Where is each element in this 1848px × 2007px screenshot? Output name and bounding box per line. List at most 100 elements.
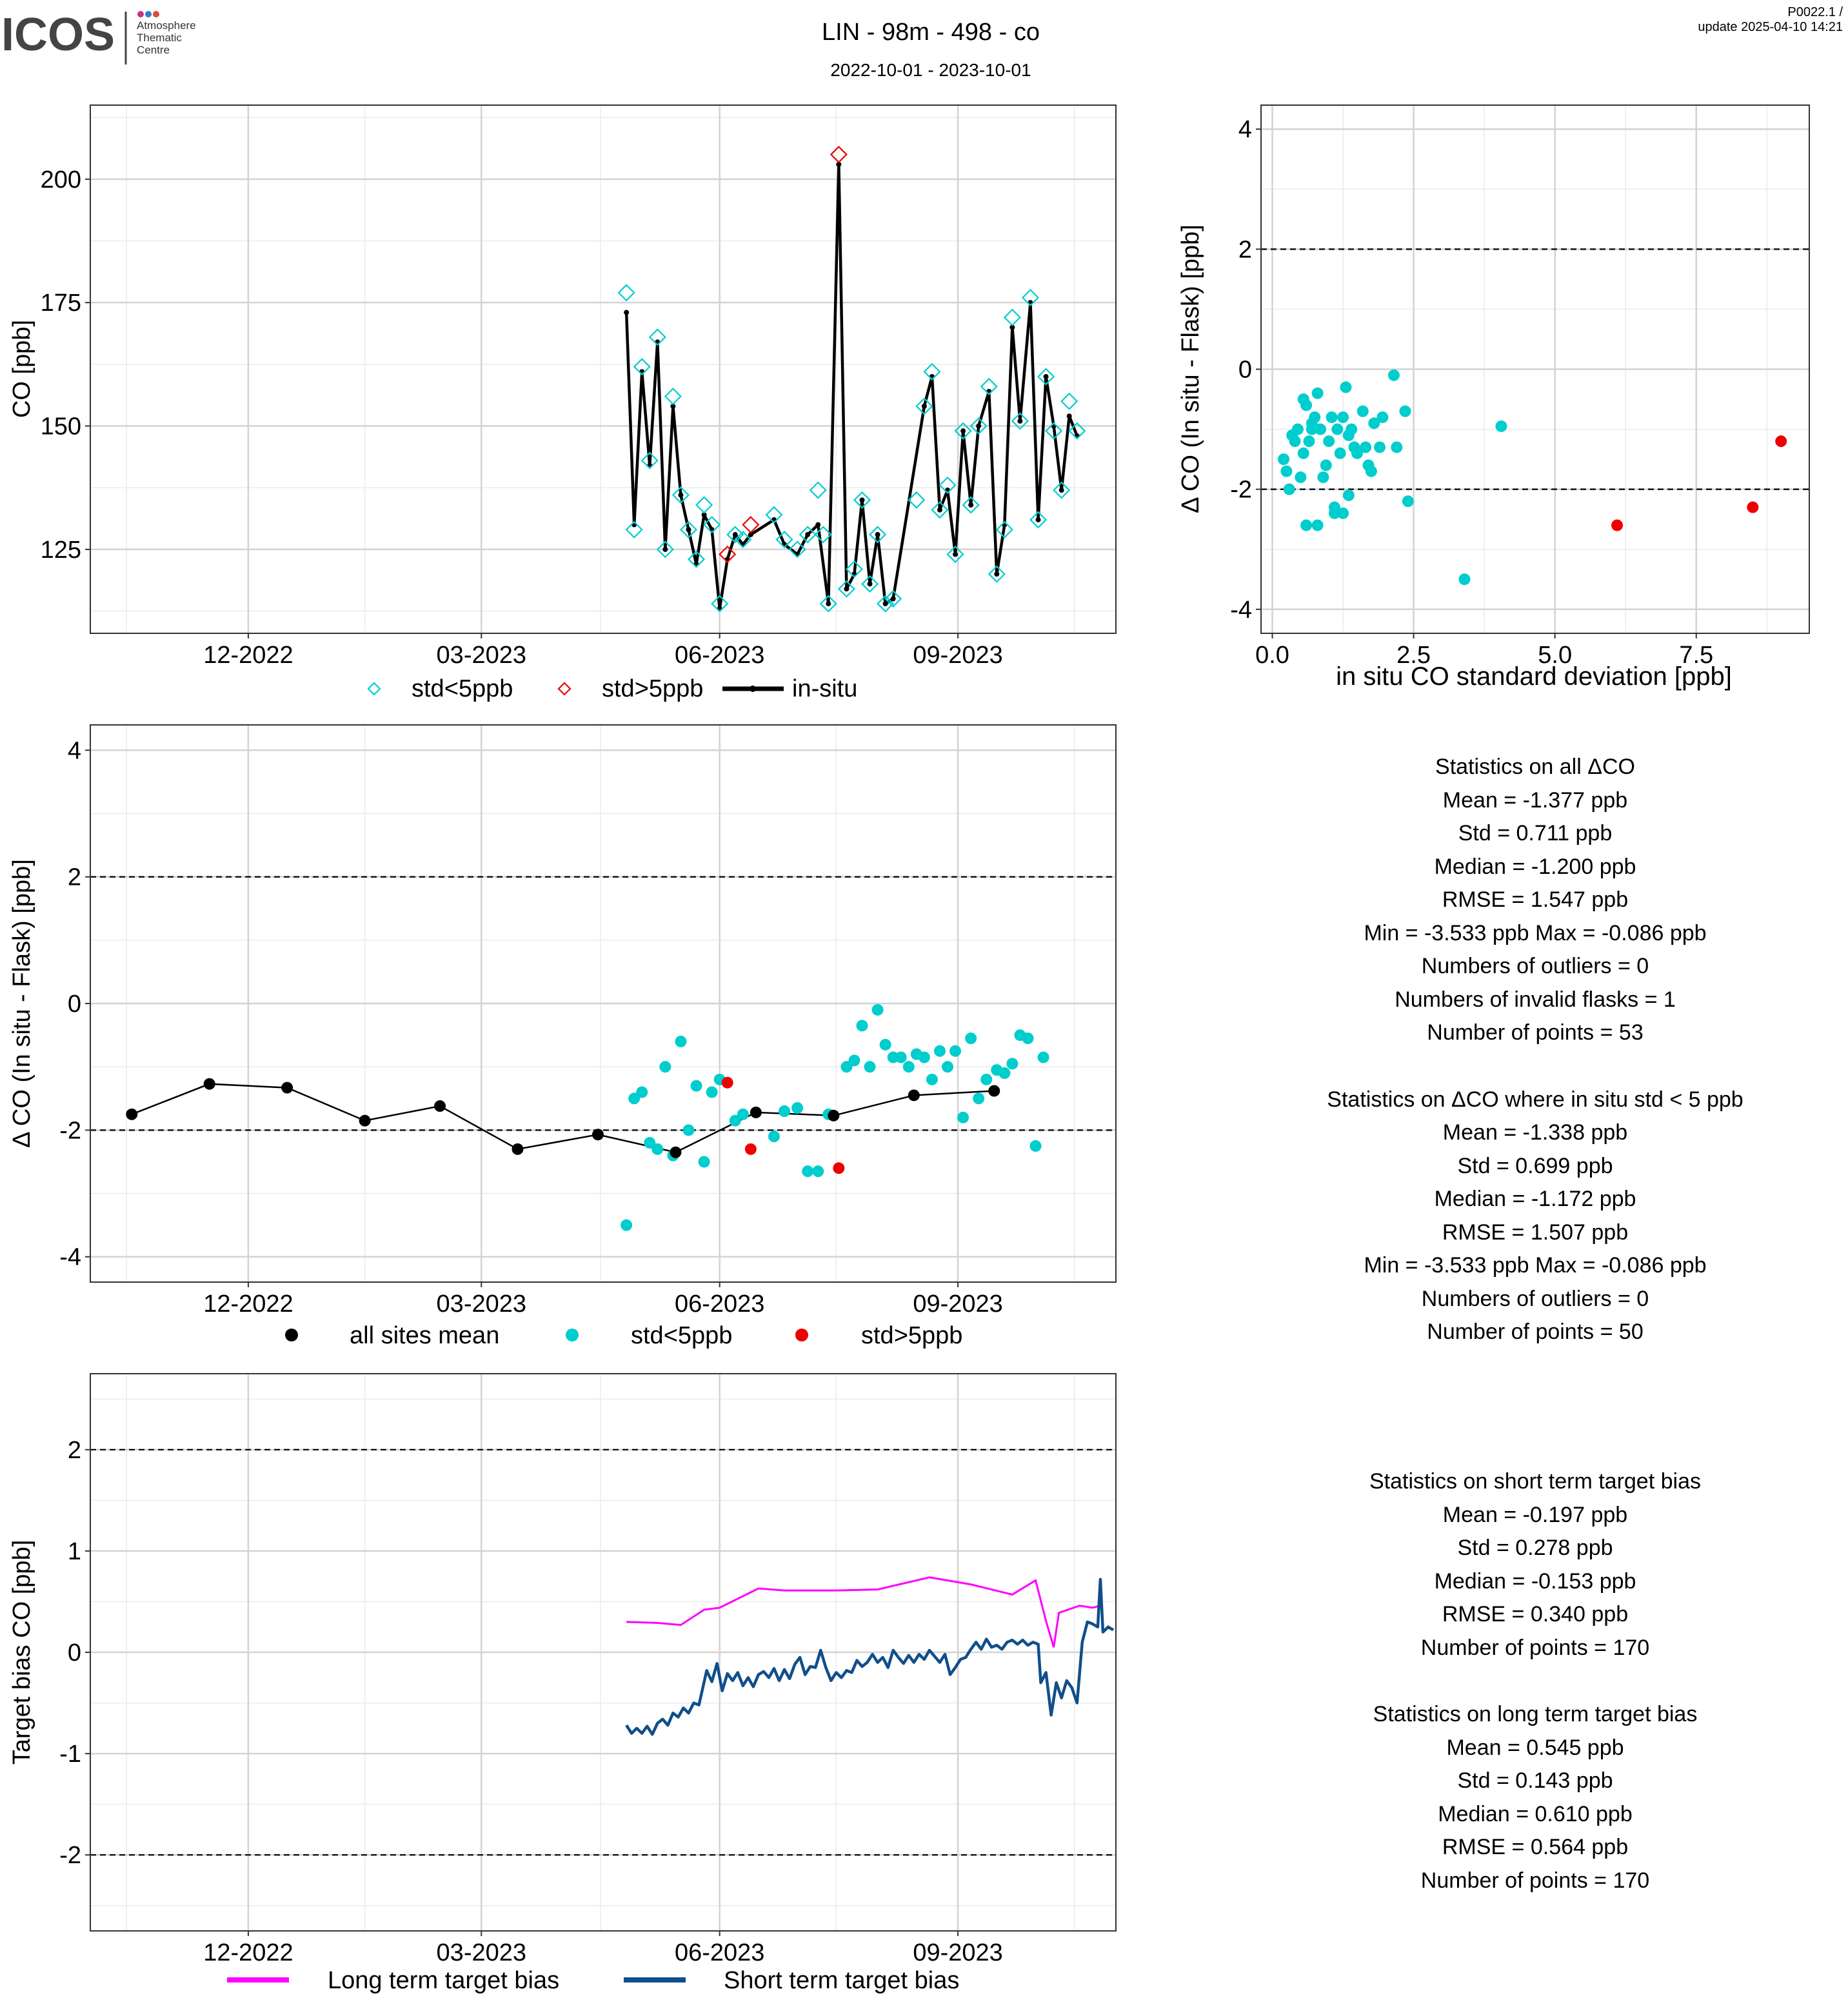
y-tick-label: 2: [1238, 236, 1252, 263]
flask-std-lt5-marker: [853, 491, 871, 509]
flask-std-lt5-marker: [656, 540, 674, 559]
flask-std-lt5-marker: [1068, 422, 1086, 440]
flask-std-lt5-marker: [954, 422, 972, 440]
point-std-lt5: [1346, 423, 1358, 435]
point-std-lt5: [1399, 405, 1411, 417]
point-std-lt5: [933, 1045, 946, 1057]
insitu-point: [624, 310, 630, 315]
flask-std-lt5-marker: [648, 328, 666, 346]
legend-mean-key: [285, 1329, 298, 1341]
all-sites-mean-point: [988, 1085, 1000, 1097]
point-std-lt5: [1342, 489, 1355, 501]
legend-label: std>5ppb: [602, 675, 703, 702]
x-tick-label: 12-2022: [203, 642, 293, 669]
point-std-lt5: [682, 1124, 695, 1136]
x-tick-label: 09-2023: [913, 1939, 1002, 1966]
point-std-lt5: [1300, 519, 1313, 531]
point-std-lt5: [1278, 453, 1290, 466]
flask-std-lt5-marker: [641, 451, 659, 470]
insitu-point: [968, 502, 974, 508]
insitu-point: [937, 507, 942, 513]
point-std-lt5: [949, 1045, 962, 1057]
y-axis-label: Target bias CO [ppb]: [8, 1540, 35, 1765]
long-term-bias-line: [626, 1576, 1101, 1648]
point-std-lt5: [628, 1092, 641, 1105]
flask-std-lt5-marker: [995, 520, 1013, 539]
point-std-lt5: [1317, 471, 1329, 484]
point-std-lt5: [1387, 369, 1400, 381]
flask-std-lt5-marker: [1029, 511, 1048, 529]
flask-std-lt5-marker: [980, 377, 998, 395]
y-tick-label: 4: [1238, 116, 1252, 143]
delta-stat-line: Statistics on ΔCO where in situ std < 5 …: [1327, 1087, 1744, 1112]
all-sites-mean-point: [359, 1114, 371, 1127]
y-axis-label: Δ CO (In situ - Flask) [ppb]: [8, 859, 35, 1148]
delta-stat-line: Number of points = 50: [1427, 1320, 1644, 1344]
point-std-lt5: [1331, 423, 1344, 435]
chart-title: LIN - 98m - 498 - co: [822, 19, 1040, 46]
insitu-point: [994, 571, 1000, 577]
point-std-lt5: [840, 1061, 853, 1073]
point-std-lt5: [1006, 1058, 1018, 1070]
flask-std-lt5-marker: [923, 362, 941, 381]
point-std-lt5: [856, 1020, 868, 1032]
point-std-lt5: [1291, 423, 1304, 435]
point-std-lt5: [1289, 435, 1301, 448]
version-code: P0022.1 /: [1787, 5, 1843, 19]
insitu-point: [805, 531, 811, 537]
x-tick-label: 06-2023: [675, 642, 764, 669]
all-sites-mean-point: [908, 1089, 920, 1102]
insitu-point: [1043, 373, 1049, 379]
point-std-lt5: [1458, 573, 1471, 586]
legend-std-gt5-key: [795, 1329, 808, 1341]
insitu-point: [882, 601, 888, 607]
point-std-lt5: [1280, 465, 1293, 477]
flask-std-lt5-marker: [962, 496, 980, 514]
point-std-lt5: [1283, 483, 1295, 495]
delta-stat-line: Median = -1.200 ppb: [1434, 854, 1636, 879]
flask-std-lt5-marker: [969, 417, 988, 435]
legend-label: in-situ: [792, 675, 857, 702]
insitu-point: [748, 531, 753, 537]
point-std-lt5: [698, 1156, 710, 1168]
flask-std-lt5-marker: [877, 595, 895, 613]
flask-std-lt5-marker: [809, 481, 827, 499]
flask-std-lt5-marker: [1011, 412, 1029, 430]
point-std-lt5: [802, 1165, 814, 1178]
insitu-point: [844, 586, 849, 592]
flask-std-lt5-marker: [703, 516, 721, 534]
delta-stat-line: Std = 0.711 ppb: [1458, 821, 1613, 845]
y-tick-label: 2: [68, 1437, 81, 1464]
legend-label: std<5ppb: [631, 1322, 732, 1349]
delta-stat-line: Numbers of outliers = 0: [1421, 954, 1649, 978]
target-stat-line: RMSE = 0.340 ppb: [1442, 1602, 1629, 1626]
insitu-point: [815, 522, 821, 528]
point-std-lt5: [926, 1073, 938, 1085]
all-sites-mean-point: [828, 1109, 840, 1122]
x-tick-label: 7.5: [1679, 642, 1713, 669]
x-tick-label: 09-2023: [913, 642, 1002, 669]
point-std-lt5: [644, 1137, 656, 1149]
legend-std-lt5-key: [367, 682, 381, 696]
legend-label: Long term target bias: [328, 1967, 559, 1994]
delta-statistics-panel: Statistics on all ΔCO Mean = -1.377 ppb St…: [1213, 751, 1848, 1349]
delta-stat-line: Median = -1.172 ppb: [1434, 1187, 1636, 1211]
flask-std-gt5-marker: [742, 516, 760, 534]
point-std-lt5: [879, 1038, 891, 1051]
insitu-point: [678, 492, 684, 498]
y-axis-label: Δ CO (In situ - Flask) [ppb]: [1177, 224, 1204, 513]
legend-label: Short term target bias: [724, 1967, 959, 1994]
insitu-point: [732, 531, 738, 537]
target-stat-line: Std = 0.143 ppb: [1457, 1768, 1613, 1793]
point-std-lt5: [706, 1086, 718, 1098]
x-tick-label: 12-2022: [203, 1290, 293, 1318]
x-axis-label: in situ CO standard deviation [ppb]: [1336, 662, 1732, 691]
flask-std-lt5-marker: [837, 580, 855, 598]
target-stat-line: Number of points = 170: [1420, 1635, 1650, 1660]
plot-border: [90, 1373, 1117, 1932]
insitu-point: [1035, 517, 1041, 522]
point-std-lt5: [729, 1114, 741, 1127]
flask-std-lt5-marker: [687, 550, 706, 568]
all-sites-mean-point: [670, 1146, 682, 1158]
legend-label: std<5ppb: [412, 675, 513, 702]
